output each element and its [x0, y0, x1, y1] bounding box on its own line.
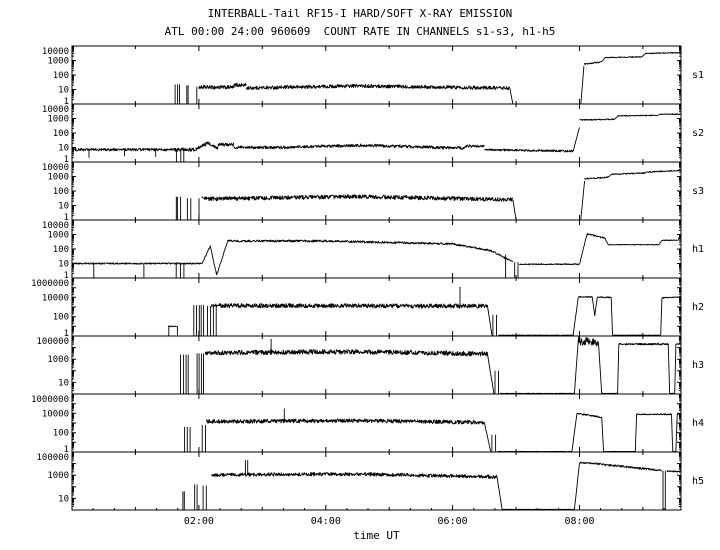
ytick-label: 10000: [42, 163, 69, 173]
panel-frame: [71, 161, 682, 221]
axis-ticks: [72, 45, 681, 105]
panel-label-h3: h3: [692, 360, 704, 371]
panel-label-s2: s2: [692, 128, 704, 139]
series-h4: [184, 408, 682, 453]
ytick-label: 10000: [42, 105, 69, 115]
ytick-label: 10: [58, 144, 69, 154]
xtick-label: 06:00: [438, 516, 468, 527]
panel-h2: 1000000 10000 100 1 h2: [31, 277, 704, 339]
chart-subtitle: ATL 00:00 24:00 960609 COUNT RATE IN CHA…: [164, 25, 556, 38]
panel-frame: [71, 45, 682, 105]
axis-ticks: [72, 335, 681, 395]
ytick-label: 10: [58, 378, 69, 388]
xtick-label: 08:00: [564, 516, 594, 527]
ytick-label: 1000: [47, 57, 69, 67]
series-s3: [175, 169, 682, 221]
panel-frame: [71, 335, 682, 395]
ytick-label: 10: [58, 86, 69, 96]
panel-frame: [71, 393, 682, 453]
ytick-label: 1: [64, 329, 69, 339]
axis-ticks: [72, 393, 681, 453]
panel-h3: 100000 1000 10 h3: [36, 335, 704, 395]
panel-label-s1: s1: [692, 70, 704, 81]
ytick-label: 10000: [42, 293, 69, 303]
x-axis-label: time UT: [353, 529, 400, 542]
ytick-label: 100: [53, 187, 69, 197]
ytick-label: 100: [53, 129, 69, 139]
ytick-label: 10: [58, 494, 69, 504]
axis-ticks: [72, 219, 681, 279]
ytick-label: 1000: [47, 355, 69, 365]
panel-h4: 1000000 10000 100 1 h4: [31, 393, 704, 455]
series-h3: [180, 336, 682, 395]
ytick-label: 1000: [47, 173, 69, 183]
ytick-label: 1: [64, 271, 69, 281]
panel-label-h2: h2: [692, 302, 704, 313]
series-s1: [174, 51, 682, 105]
panel-h5: 100000 1000 10 h5: [36, 451, 704, 511]
ytick-label: 10: [58, 202, 69, 212]
ytick-label: 100000: [36, 453, 69, 463]
series-h1: [71, 232, 682, 278]
panel-label-s3: s3: [692, 186, 704, 197]
series-h2: [168, 286, 682, 336]
xtick-label: 04:00: [311, 516, 341, 527]
axis-ticks: [72, 103, 681, 163]
ytick-label: 1000000: [31, 279, 69, 289]
series-s2: [71, 113, 682, 162]
panel-label-h5: h5: [692, 476, 704, 487]
ytick-label: 100: [53, 429, 69, 439]
panel-frame: [71, 103, 682, 163]
ytick-label: 10: [58, 260, 69, 270]
ytick-label: 100: [53, 71, 69, 81]
axis-ticks: [72, 161, 681, 221]
ytick-label: 10000: [42, 47, 69, 57]
panel-label-h1: h1: [692, 244, 704, 255]
ytick-label: 1000: [47, 115, 69, 125]
ytick-label: 1000: [47, 231, 69, 241]
chart-title: INTERBALL-Tail RF15-I HARD/SOFT X-RAY EM…: [207, 7, 513, 20]
axis-ticks: [71, 451, 681, 511]
ytick-label: 1000000: [31, 395, 69, 405]
ytick-label: 1: [64, 155, 69, 165]
series-h5: [182, 460, 682, 511]
ytick-label: 10000: [42, 221, 69, 231]
panel-frame: [71, 219, 682, 279]
ytick-label: 100000: [36, 337, 69, 347]
ytick-label: 1: [64, 97, 69, 107]
ytick-label: 1: [64, 213, 69, 223]
ytick-label: 1000: [47, 471, 69, 481]
panel-frame: [71, 451, 682, 511]
ytick-label: 100: [53, 313, 69, 323]
ytick-label: 10000: [42, 409, 69, 419]
panel-label-h4: h4: [692, 418, 704, 429]
xtick-label: 02:00: [184, 516, 214, 527]
ytick-label: 100: [53, 245, 69, 255]
ytick-label: 1: [64, 445, 69, 455]
